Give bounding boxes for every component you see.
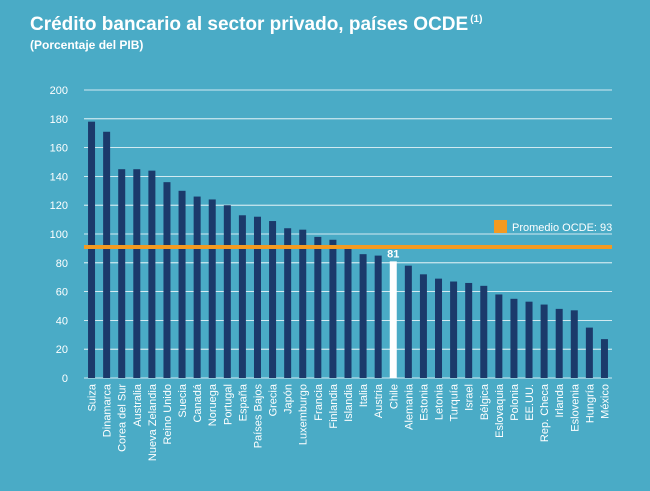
x-tick-label: Islandia — [343, 383, 355, 422]
bar — [555, 308, 563, 378]
bar — [88, 121, 96, 379]
x-tick-label: Luxemburgo — [298, 384, 310, 445]
x-tick-label: Polonia — [509, 383, 521, 421]
x-tick-label: Finlandia — [328, 383, 340, 429]
x-tick-label: Rep. Checa — [539, 383, 551, 442]
bar — [208, 199, 216, 378]
x-tick-label: Nueva Zelandia — [147, 383, 159, 461]
x-tick-label: Chile — [388, 384, 400, 409]
bar — [540, 304, 548, 378]
bar — [329, 239, 337, 378]
x-tick-label: Suiza — [87, 383, 99, 411]
x-tick-label: Canadá — [192, 383, 204, 422]
bar — [465, 282, 473, 378]
x-tick-label: Eslovaquia — [494, 383, 506, 438]
bar — [103, 131, 111, 378]
bar — [269, 221, 277, 378]
bar — [435, 278, 443, 378]
bar — [299, 229, 307, 378]
bar — [223, 205, 231, 378]
x-tick-label: Suecia — [177, 383, 189, 418]
bar — [585, 327, 593, 378]
reference-layer: Promedio OCDE: 93 — [84, 220, 612, 249]
y-tick-label: 80 — [56, 258, 68, 270]
y-tick-label: 0 — [62, 373, 68, 385]
x-tick-label: Japón — [283, 384, 295, 414]
x-tick-label: Portugal — [222, 384, 234, 425]
y-axis: 0 20 40 60 80 100 120 140 160 180 200 — [50, 85, 68, 385]
x-tick-label: Grecia — [268, 383, 280, 416]
x-tick-label: Italia — [358, 383, 370, 407]
x-tick-label: Alemania — [403, 383, 415, 430]
bar-highlight — [389, 261, 397, 378]
bar — [480, 285, 488, 378]
x-tick-label: Austria — [373, 383, 385, 418]
x-tick-label: Eslovenia — [569, 383, 581, 432]
bar — [525, 301, 533, 378]
x-tick-label: España — [237, 383, 249, 421]
x-tick-label: Reino Unido — [162, 384, 174, 445]
y-tick-label: 40 — [56, 315, 68, 327]
bar — [314, 236, 322, 378]
x-tick-label: Dinamarca — [102, 383, 114, 437]
y-tick-label: 120 — [50, 200, 68, 212]
x-tick-label: Noruega — [207, 383, 219, 426]
bar — [344, 246, 352, 378]
x-tick-label: Bélgica — [479, 383, 491, 420]
x-tick-label: Hungría — [584, 383, 596, 423]
bar — [178, 190, 186, 378]
x-tick-label: México — [599, 384, 611, 419]
bar — [404, 265, 412, 378]
bar — [148, 170, 156, 378]
y-tick-label: 100 — [50, 229, 68, 241]
title-footnote-mark: (1) — [470, 14, 483, 25]
bar — [495, 294, 503, 378]
x-tick-label: Australia — [132, 383, 144, 427]
chart-title: Crédito bancario al sector privado, país… — [30, 14, 483, 35]
x-tick-label: Corea del Sur — [117, 384, 129, 452]
bar — [510, 298, 518, 378]
bar — [570, 310, 578, 378]
x-tick-label: Francia — [313, 383, 325, 421]
x-tick-label: Irlanda — [554, 383, 566, 418]
bar — [193, 196, 201, 378]
y-tick-label: 140 — [50, 171, 68, 183]
x-tick-label: EE.UU. — [524, 384, 536, 421]
bar — [450, 281, 458, 378]
bar — [359, 254, 367, 378]
x-tick-label: Turquía — [449, 383, 461, 421]
bar — [600, 339, 608, 378]
bar — [374, 255, 382, 378]
legend-swatch — [494, 220, 507, 233]
bar — [284, 228, 292, 378]
data-label: 81 — [387, 248, 399, 260]
bar — [238, 215, 246, 378]
y-tick-label: 60 — [56, 287, 68, 299]
bar — [133, 169, 141, 378]
x-axis: Suiza Dinamarca Corea del Sur Australia Nuev… — [87, 383, 612, 461]
x-tick-label: Estonia — [418, 383, 430, 421]
y-tick-label: 20 — [56, 344, 68, 356]
bar — [419, 274, 427, 378]
x-tick-label: Letonia — [434, 383, 446, 420]
y-tick-label: 200 — [50, 85, 68, 97]
bar — [118, 169, 126, 378]
chart-subtitle: (Porcentaje del PIB) — [30, 38, 144, 52]
bar — [163, 182, 171, 378]
legend-label: Promedio OCDE: 93 — [512, 222, 612, 234]
bars: 81 — [88, 121, 608, 379]
x-tick-label: Países Bajos — [252, 384, 264, 449]
y-tick-label: 160 — [50, 143, 68, 155]
bar — [253, 216, 261, 378]
x-tick-label: Israel — [464, 384, 476, 411]
y-tick-label: 180 — [50, 114, 68, 126]
